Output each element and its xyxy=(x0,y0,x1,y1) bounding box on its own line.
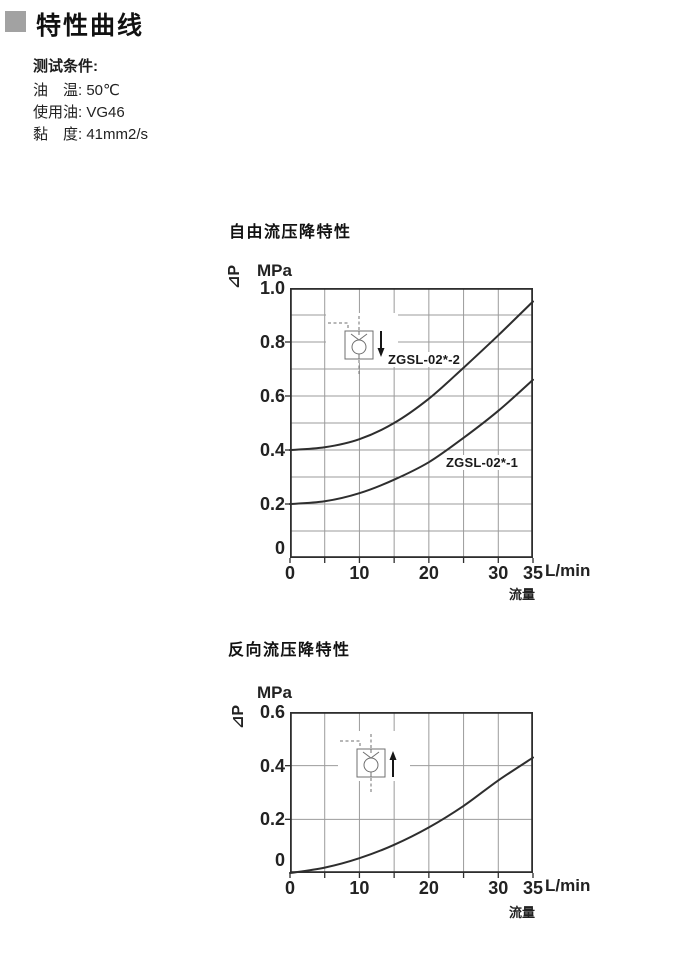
chart1-y-tick-label: 0.4 xyxy=(259,440,285,460)
test-condition-oil-temperature: 油 温: 50℃ xyxy=(33,82,120,99)
chart1-x-tick-label: 30 xyxy=(488,563,509,583)
chart2-x-tick-label: 10 xyxy=(349,878,370,898)
chart2-title: 反向流压降特性 xyxy=(228,642,351,659)
chart2-check-valve-icon xyxy=(338,731,410,793)
flow-direction-down-arrow xyxy=(377,348,385,357)
chart1-y-unit-label: MPa xyxy=(257,261,292,280)
test-condition-oil-type: 使用油: VG46 xyxy=(33,104,125,121)
chart1-x-axis-label: 流量 xyxy=(508,587,535,602)
chart1-series-label-zgsl-02-1: ZGSL-02*-1 xyxy=(444,455,521,470)
chart1-x-tick-label: 10 xyxy=(349,563,370,583)
chart1-y-tick-label: 0 xyxy=(274,538,285,558)
chart1-check-valve-icon xyxy=(326,313,398,375)
chart2-plot xyxy=(285,711,534,878)
page-title: 特性曲线 xyxy=(36,12,145,40)
flow-direction-up-arrow xyxy=(389,751,397,760)
chart1-x-unit-label: L/min xyxy=(545,561,591,580)
chart1-x-tick-label: 0 xyxy=(284,563,295,583)
chart1-curve-2 xyxy=(289,378,534,505)
chart2-x-unit-label: L/min xyxy=(545,876,591,895)
chart2-x-axis-label: 流量 xyxy=(508,905,535,920)
chart1-series-label-zgsl-02-2: ZGSL-02*-2 xyxy=(386,352,463,367)
chart2-y-tick-label: 0 xyxy=(274,850,285,870)
chart2-curve-1 xyxy=(289,756,534,874)
chart1-x-tick-label: 20 xyxy=(418,563,439,583)
chart2-x-tick-label: 0 xyxy=(284,878,295,898)
chart2-x-tick-label: 35 xyxy=(522,878,544,898)
chart1-y-tick-label: 1.0 xyxy=(259,278,285,298)
test-condition-viscosity: 黏 度: 41mm2/s xyxy=(33,126,149,143)
test-conditions-title: 测试条件: xyxy=(33,58,98,75)
section-bullet xyxy=(5,11,26,32)
chart2-y-tick-label: 0.2 xyxy=(259,809,285,830)
chart1-y-tick-label: 0.8 xyxy=(259,332,285,352)
chart1-y-tick-label: 0.2 xyxy=(259,494,285,514)
chart2-y-unit-label: MPa xyxy=(257,683,292,702)
chart2-x-tick-label: 20 xyxy=(418,878,439,898)
chart1-y-tick-label: 0.6 xyxy=(259,386,285,406)
chart1-title: 自由流压降特性 xyxy=(229,224,352,241)
chart2-y-tick-label: 0.4 xyxy=(259,755,285,776)
chart1-x-tick-label: 35 xyxy=(522,563,544,583)
chart2-x-tick-label: 30 xyxy=(488,878,509,898)
chart2-y-tick-label: 0.6 xyxy=(259,702,285,722)
chart1-curve-1 xyxy=(289,300,534,451)
